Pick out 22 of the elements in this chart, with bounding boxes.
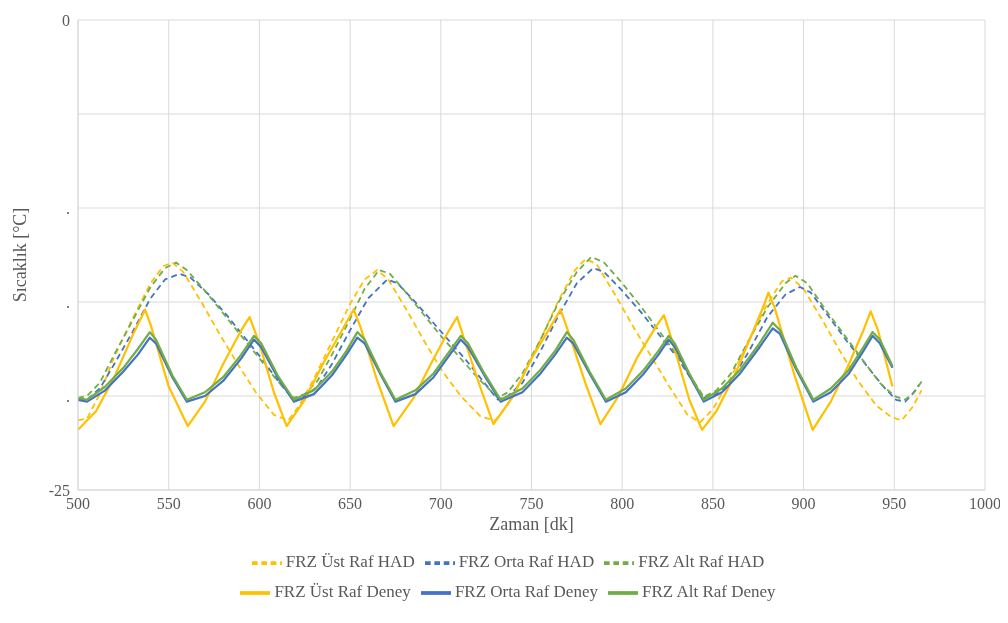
legend-label: FRZ Orta Raf HAD [458, 551, 595, 571]
legend-label: FRZ Üst Raf Deney [274, 581, 411, 601]
x-tick-label: 850 [700, 495, 725, 513]
x-tick-label: 950 [882, 495, 907, 513]
y-tick-label: . [66, 293, 70, 311]
x-tick-label: 900 [791, 495, 816, 513]
x-tick-label: 600 [247, 495, 272, 513]
x-tick-label: 550 [156, 495, 181, 513]
legend-label: FRZ Alt Raf Deney [641, 581, 776, 601]
y-axis-title: Sıcaklık [°C] [10, 207, 31, 303]
x-tick-label: 700 [428, 495, 453, 513]
x-tick-label: 800 [610, 495, 635, 513]
legend-label: FRZ Üst Raf HAD [285, 551, 415, 571]
x-axis-title: Zaman [dk] [489, 514, 574, 534]
y-tick-label: . [66, 199, 70, 217]
legend-label: FRZ Alt Raf HAD [638, 551, 765, 571]
x-tick-label: 650 [338, 495, 363, 513]
x-tick-label: 1000 [969, 495, 1001, 513]
legend-label: FRZ Orta Raf Deney [454, 581, 598, 601]
y-tick-label: 0 [62, 11, 70, 29]
x-tick-label: 750 [519, 495, 544, 513]
y-tick-label: . [66, 387, 70, 405]
